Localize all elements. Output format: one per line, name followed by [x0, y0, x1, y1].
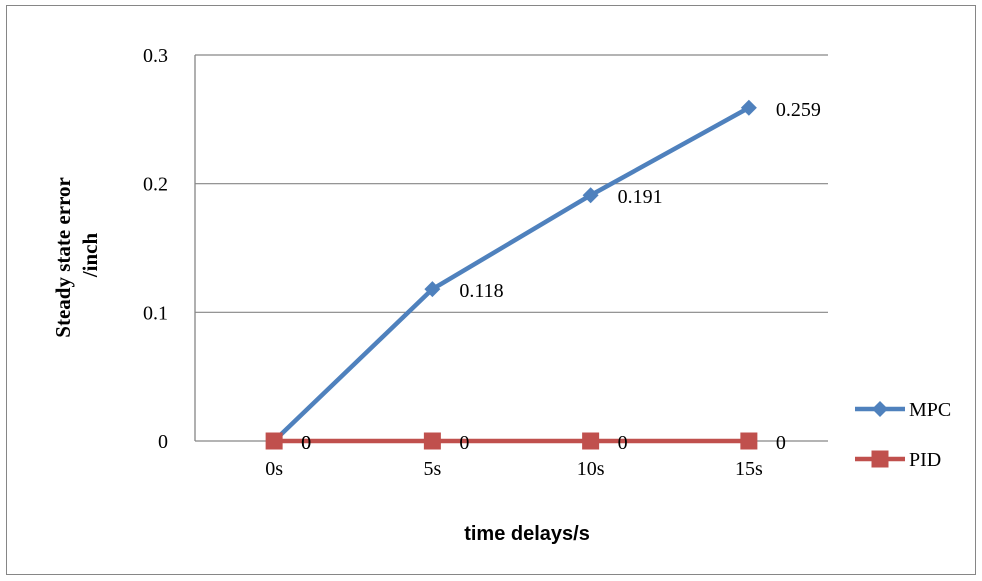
- y-tick-label: 0: [158, 431, 168, 453]
- x-tick-labels: 0s 5s 10s 15s: [265, 458, 763, 480]
- x-tick-label: 10s: [577, 458, 605, 480]
- data-label-pid: 0: [301, 432, 311, 454]
- series: [265, 99, 758, 450]
- marker-pid: [423, 432, 441, 450]
- legend: MPC PID: [855, 399, 951, 471]
- data-label-mpc: 0.259: [776, 99, 821, 121]
- data-label-pid: 0: [618, 432, 628, 454]
- y-axis-title: Steady state error /inch: [51, 172, 102, 337]
- legend-label-pid: PID: [909, 449, 941, 471]
- series-line-mpc: [272, 105, 750, 443]
- y-tick-labels: 0 0.1 0.2 0.3: [143, 45, 168, 453]
- data-label-mpc: 0.191: [618, 186, 663, 208]
- marker-mpc: [582, 187, 599, 204]
- data-label-mpc: 0.118: [459, 280, 503, 302]
- legend-marker-mpc: [872, 401, 888, 417]
- axes: [194, 55, 828, 442]
- y-tick-label: 0.1: [143, 302, 168, 324]
- grid-lines: [195, 54, 828, 313]
- marker-mpc: [740, 99, 757, 116]
- legend-label-mpc: MPC: [909, 399, 951, 421]
- y-axis-title-line-1: Steady state error: [51, 177, 75, 337]
- marker-pid: [582, 432, 600, 450]
- x-tick-label: 5s: [423, 458, 441, 480]
- marker-mpc: [424, 281, 441, 298]
- data-label-pid: 0: [459, 432, 469, 454]
- y-axis-title-line-2: /inch: [78, 233, 102, 279]
- data-label-mpc: 0: [301, 432, 311, 454]
- y-tick-label: 0.3: [143, 45, 168, 67]
- legend-marker-pid: [871, 450, 889, 468]
- y-tick-label: 0.2: [143, 174, 168, 196]
- marker-pid: [265, 432, 283, 450]
- x-tick-label: 0s: [265, 458, 283, 480]
- x-tick-label: 15s: [735, 458, 763, 480]
- chart-frame: [6, 5, 976, 575]
- data-label-pid: 0: [776, 432, 786, 454]
- x-axis-title: time delays/s: [464, 523, 590, 545]
- marker-pid: [740, 432, 758, 450]
